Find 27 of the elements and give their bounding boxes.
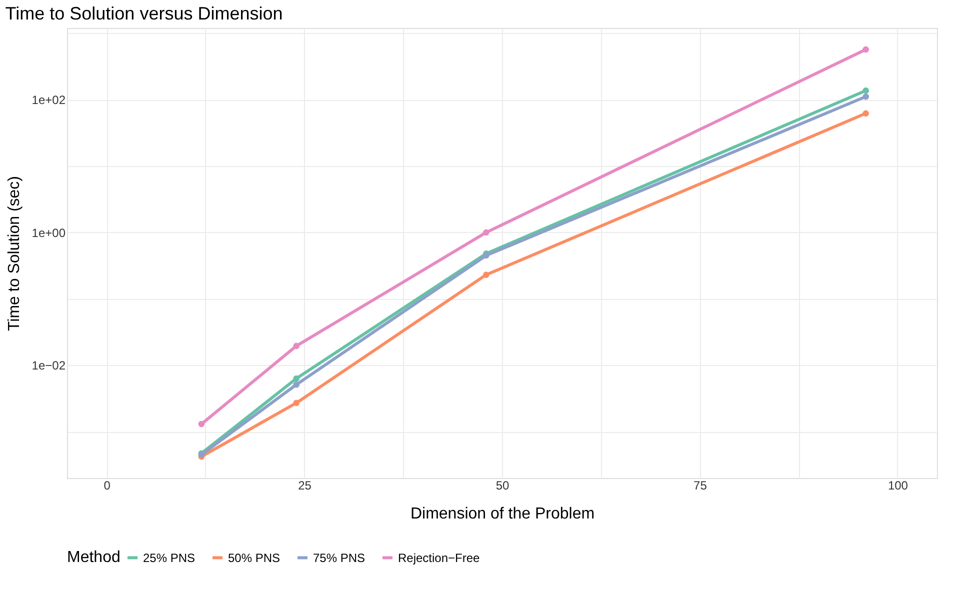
point (862, 87, 869, 94)
point (293, 342, 300, 350)
point (483, 272, 490, 278)
point (293, 381, 300, 388)
point (862, 93, 869, 100)
y-tick-label: 1e−02 (32, 358, 66, 373)
point (862, 110, 869, 117)
x-axis-title: Dimension of the Problem (410, 506, 595, 522)
legend-label: Rejection−Free (398, 550, 480, 565)
legend-label: 25% PNS (143, 550, 196, 565)
point (293, 400, 300, 406)
point (483, 229, 490, 236)
point (293, 375, 300, 382)
legend-title: Method (67, 549, 120, 566)
legend-label: 50% PNS (228, 550, 280, 565)
y-axis-title: Time to Solution (sec) (6, 176, 23, 332)
x-tick-label: 75 (694, 478, 708, 492)
point (198, 420, 205, 428)
legend-label: 75% PNS (313, 550, 366, 565)
x-tick-label: 50 (496, 478, 510, 492)
x-tick-label: 100 (888, 478, 908, 492)
x-tick-label: 25 (298, 478, 312, 492)
y-tick-label: 1e+00 (32, 226, 66, 240)
y-tick-label: 1e+02 (32, 93, 66, 108)
point (862, 46, 869, 53)
chart-title: Time to Solution versus Dimension (5, 3, 283, 24)
x-tick-label: 0 (104, 478, 111, 492)
